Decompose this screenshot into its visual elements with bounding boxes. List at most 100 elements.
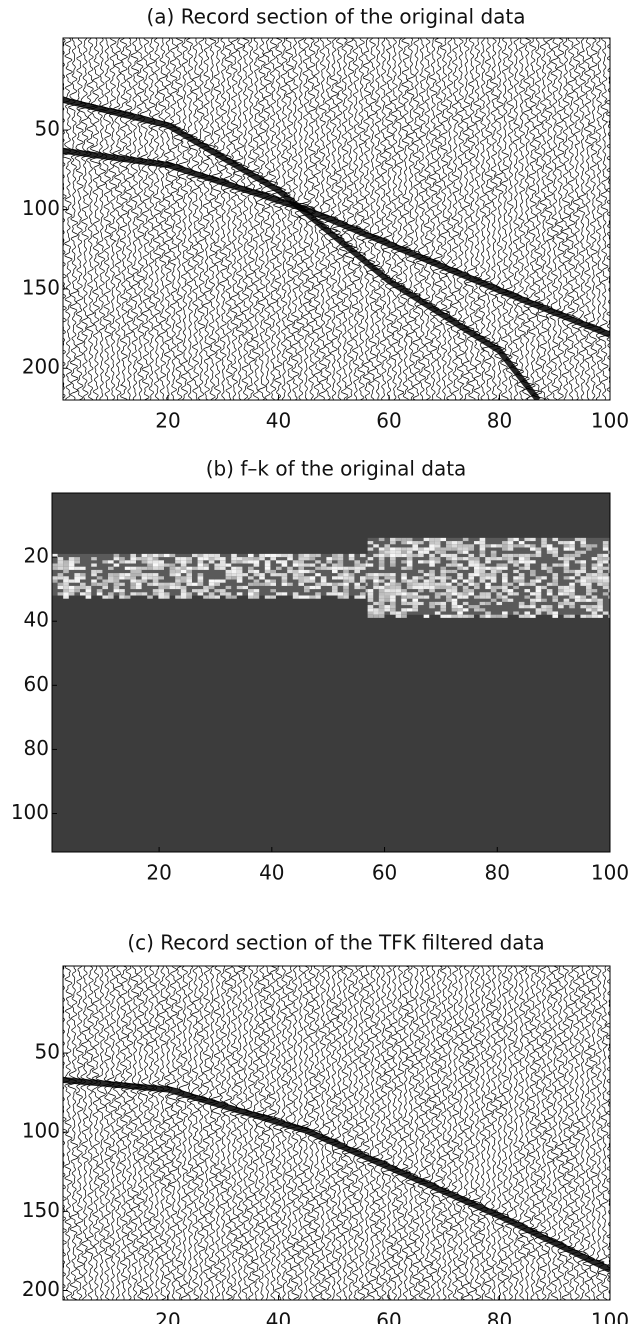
spectrum-cell <box>197 579 204 583</box>
spectrum-cell <box>591 566 598 570</box>
spectrum-cell <box>395 611 402 615</box>
spectrum-cell <box>108 573 114 577</box>
spectrum-cell <box>502 589 508 593</box>
spectrum-cell <box>147 557 153 561</box>
spectrum-cell <box>462 579 469 583</box>
spectrum-cell <box>451 560 458 564</box>
spectrum-cell <box>507 582 514 586</box>
spectrum-cell <box>298 566 304 570</box>
spectrum-cell <box>591 608 598 612</box>
trace <box>310 38 325 400</box>
spectrum-cell <box>264 553 271 558</box>
spectrum-cell <box>384 595 391 599</box>
spectrum-cell <box>136 557 142 561</box>
spectrum-cell <box>57 563 64 567</box>
spectrum-cell <box>546 608 553 612</box>
trace <box>461 38 475 400</box>
spectrum-cell <box>440 614 447 618</box>
spectrum-cell <box>451 541 458 545</box>
spectrum-cell <box>412 541 419 545</box>
spectrum-cell <box>158 553 164 558</box>
spectrum-cell <box>332 569 338 574</box>
spectrum-cell <box>158 585 164 590</box>
spectrum-cell <box>502 576 508 580</box>
axes-box <box>62 37 611 401</box>
trace <box>222 966 237 1300</box>
trace <box>273 966 286 1300</box>
spectrum-cell <box>395 585 402 590</box>
spectrum-cell <box>597 560 603 564</box>
spectrum-cell <box>468 560 475 564</box>
spectrum-cell <box>315 595 321 599</box>
spectrum-cell <box>74 585 80 590</box>
spectrum-cell <box>518 573 525 577</box>
spectrum-cell <box>248 553 254 558</box>
spectrum-cell <box>197 553 204 558</box>
spectrum-cell <box>597 569 603 574</box>
spectrum-cell <box>63 589 69 593</box>
trace <box>439 38 452 400</box>
spectrum-cell <box>175 595 181 599</box>
spectrum-cell <box>236 560 243 564</box>
spectrum-cell <box>337 582 344 586</box>
spectrum-cell <box>479 592 486 596</box>
spectrum-cell <box>80 585 86 590</box>
trace <box>63 38 78 400</box>
spectrum-cell <box>259 573 265 577</box>
spectrum-cell <box>474 563 480 567</box>
spectrum-cell <box>541 537 547 542</box>
spectrum-cell <box>552 550 559 554</box>
spectrum-cell <box>253 595 260 599</box>
spectrum-cell <box>451 601 458 606</box>
spectrum-cell <box>602 553 609 558</box>
spectrum-cell <box>74 579 80 583</box>
spectrum-cell <box>597 601 603 606</box>
spectrum-cell <box>574 569 581 574</box>
spectrum-cell <box>259 582 265 586</box>
spectrum-cell <box>558 541 564 545</box>
spectrum-cell <box>91 573 97 577</box>
spectrum-cell <box>507 589 514 593</box>
spectrum-cell <box>401 573 407 577</box>
spectrum-cell <box>287 557 293 561</box>
spectrum-cell <box>490 598 497 602</box>
spectrum-cell <box>197 560 204 564</box>
spectrum-cell <box>423 595 430 599</box>
trace <box>539 966 551 1300</box>
spectrum-cell <box>597 563 603 567</box>
spectrum-cell <box>591 573 598 577</box>
spectrum-cell <box>113 582 120 586</box>
spectrum-cell <box>378 595 385 599</box>
spectrum-cell <box>287 569 293 574</box>
spectrum-cell <box>418 582 424 586</box>
spectrum-cell <box>225 595 232 599</box>
spectrum-cell <box>457 576 463 580</box>
spectrum-cell <box>378 557 385 561</box>
spectrum-cell <box>580 582 587 586</box>
spectrum-cell <box>147 582 153 586</box>
trace <box>240 38 254 400</box>
spectrum-cell <box>136 569 142 574</box>
spectrum-cell <box>429 579 435 583</box>
trace <box>186 966 197 1300</box>
trace <box>316 38 331 400</box>
trace <box>439 966 452 1300</box>
spectrum-cell <box>91 582 97 586</box>
trace <box>519 966 538 1300</box>
spectrum-cell <box>264 563 271 567</box>
spectrum-cell <box>242 585 248 590</box>
spectrum-cell <box>63 579 69 583</box>
spectrum-cell <box>507 553 514 558</box>
spectrum-cell <box>608 579 610 583</box>
spectrum-cell <box>429 537 435 542</box>
spectrum-cell <box>130 585 136 590</box>
spectrum-cell <box>378 537 385 542</box>
trace <box>587 38 603 400</box>
spectrum-cell <box>457 566 463 570</box>
spectrum-cell <box>586 544 592 548</box>
spectrum-cell <box>102 582 108 586</box>
spectrum-cell <box>320 582 327 586</box>
spectrum-cell <box>264 566 271 570</box>
spectrum-cell <box>152 560 159 564</box>
